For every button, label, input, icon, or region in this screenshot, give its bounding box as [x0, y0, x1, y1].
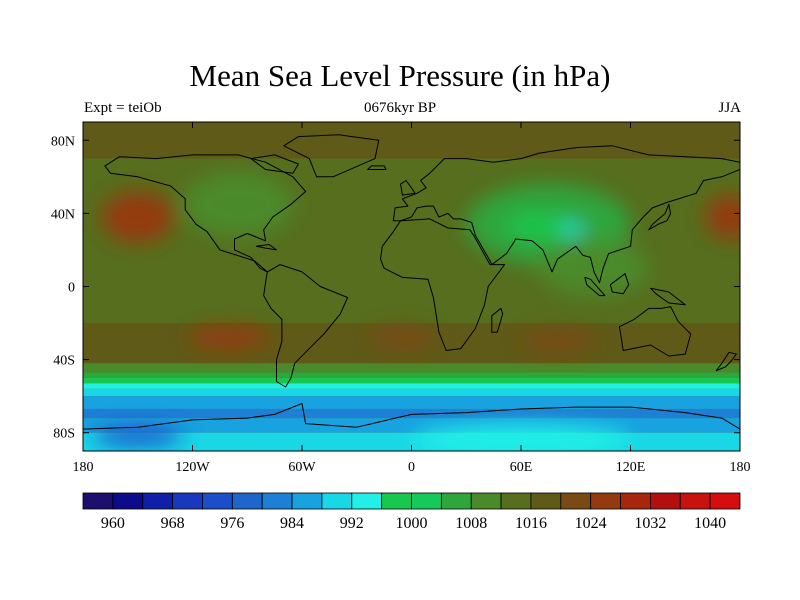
colorbar-swatch [500, 492, 532, 510]
region-weddell-low [92, 427, 184, 446]
pressure-band [83, 122, 740, 159]
colorbar-swatch [590, 492, 621, 510]
pressure-band [83, 363, 740, 373]
coast-iceland [367, 165, 387, 170]
lat-tick-label: 40S [53, 354, 75, 369]
colorbar-label: 968 [161, 515, 185, 532]
lat-tick-label: 40N [51, 207, 75, 222]
region-asian-low-core [506, 213, 573, 239]
region-north-pacific-high [101, 191, 175, 243]
coastlines [83, 134, 740, 451]
colorbar-swatch [620, 492, 651, 510]
colorbar-swatch [560, 492, 592, 510]
pressure-band [83, 377, 740, 384]
coast-uk [400, 180, 416, 196]
pressure-band [83, 418, 740, 433]
colorbar-swatch [291, 492, 323, 510]
coast-south-america [263, 264, 349, 388]
coast-madagascar [491, 307, 504, 333]
time-label: 0676kyr BP [363, 100, 437, 116]
colorbar-label: 1008 [455, 515, 487, 532]
lat-tick-label: 80N [51, 134, 75, 149]
colorbar-label: 984 [280, 515, 304, 532]
colorbar-label: 1000 [396, 515, 428, 532]
colorbar-swatch [112, 492, 144, 510]
coast-new-zealand [715, 351, 737, 372]
region-west-pacific-high [705, 195, 740, 239]
pressure-band [83, 396, 740, 409]
lon-tick-label: 180 [73, 460, 94, 475]
colorbar-swatch [650, 492, 681, 510]
colorbar-swatch [202, 492, 233, 510]
coast-sumatra [584, 276, 606, 297]
colorbar-label: 960 [101, 515, 125, 532]
colorbar-swatch [142, 492, 173, 510]
lon-tick-label: 60W [288, 460, 316, 475]
coast-baffin [250, 154, 299, 174]
pressure-band [83, 372, 740, 378]
colorbar-swatch [172, 492, 203, 510]
coast-africa [380, 218, 506, 351]
lon-tick-label: 0 [408, 460, 415, 475]
region-south-atlantic-high [369, 326, 436, 349]
colorbar-swatch [351, 492, 383, 510]
region-antarctic-low [411, 425, 631, 451]
region-asian-low-center [561, 224, 584, 236]
colorbar-label: 1024 [575, 515, 607, 532]
region-south-asia-trough [539, 240, 649, 296]
colorbar-swatch [709, 492, 741, 510]
region-north-america-low [183, 171, 293, 238]
coast-antarctica [83, 403, 740, 451]
colorbar-label: 1040 [694, 515, 726, 532]
pressure-band [83, 158, 740, 186]
colorbar-swatch [381, 492, 412, 510]
pressure-band [83, 383, 740, 389]
colorbar-swatch [530, 492, 562, 510]
coast-indonesia-borneo [609, 273, 630, 295]
pressure-field [83, 122, 740, 451]
lat-tick-label: 0 [68, 281, 75, 296]
coast-japan [648, 203, 672, 231]
season-label: JJA [718, 100, 741, 116]
experiment-label: Expt = teiOb [84, 100, 162, 116]
lon-tick-label: 60E [510, 460, 533, 475]
colorbar-swatch [470, 492, 502, 510]
coast-greenland [283, 134, 380, 178]
colorbar: 960 968 976 984 992 1000 1008 1016 1024 1032 1040 [82, 492, 741, 532]
pressure-anomalies [92, 171, 740, 451]
colorbar-swatch [440, 492, 472, 510]
coast-australia [619, 306, 692, 357]
coast-new-guinea [650, 287, 686, 306]
axis-ticks: 80N 40N 0 40S 80S 180 120W 60W 0 60E 120E 180 [51, 122, 751, 475]
coast-eurasia [392, 145, 740, 284]
region-indian-ocean-high [521, 330, 594, 353]
colorbar-label: 1032 [634, 515, 666, 532]
colorbar-label: 992 [340, 515, 364, 532]
colorbar-swatch [231, 492, 263, 510]
lon-tick-label: 120W [175, 460, 210, 475]
colorbar-swatch [261, 492, 293, 510]
lat-tick-label: 80S [53, 427, 75, 442]
lon-tick-label: 120E [616, 460, 646, 475]
colorbar-label: 976 [220, 515, 244, 532]
pressure-band [83, 388, 740, 397]
colorbar-swatch [679, 492, 711, 510]
pressure-band [83, 352, 740, 364]
colorbar-swatch [321, 492, 353, 510]
colorbar-swatch [82, 492, 114, 510]
pressure-band [83, 408, 740, 419]
chart-title: Mean Sea Level Pressure (in hPa) [189, 58, 611, 93]
coast-cuba [255, 244, 277, 251]
region-south-pacific-high [188, 326, 270, 349]
colorbar-swatch [411, 492, 442, 510]
colorbar-label: 1016 [515, 515, 547, 532]
lon-tick-label: 180 [730, 460, 751, 475]
